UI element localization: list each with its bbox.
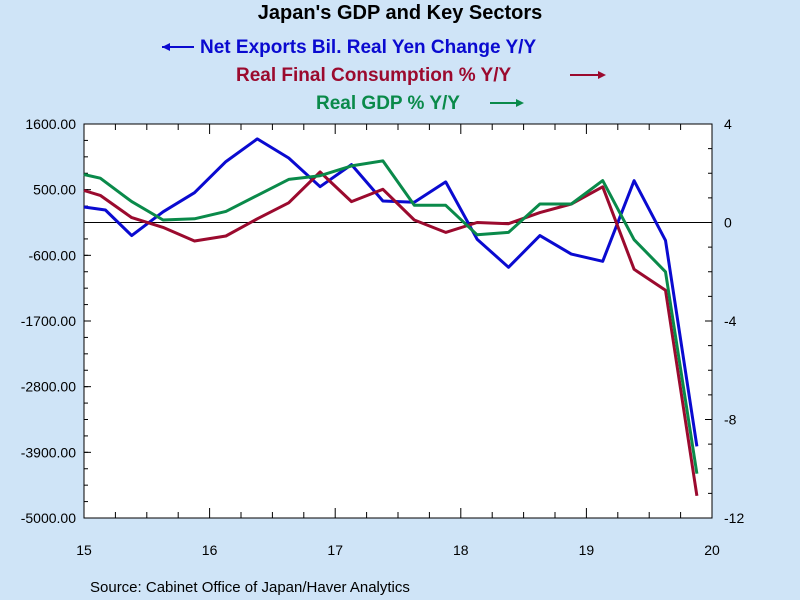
right-tick-label: 4 xyxy=(724,116,732,132)
legend-net-exports: Net Exports Bil. Real Yen Change Y/Y xyxy=(162,37,536,58)
series-line-consumption xyxy=(83,170,699,497)
right-tick-label: -8 xyxy=(724,412,737,428)
series-line-gdp xyxy=(83,159,699,474)
left-tick-label: -3900.00 xyxy=(21,444,76,460)
legend-arrowhead-icon xyxy=(598,71,606,79)
x-axis: 15 16 17 18 19 20 xyxy=(76,124,720,558)
source-note: Source: Cabinet Office of Japan/Haver An… xyxy=(90,579,410,596)
left-tick-label: 500.00 xyxy=(33,182,76,198)
left-tick-label: -1700.00 xyxy=(21,313,76,329)
legend-gdp: Real GDP % Y/Y xyxy=(316,93,524,114)
x-tick-label: 18 xyxy=(453,542,469,558)
right-tick-label: -4 xyxy=(724,313,737,329)
x-tick-label: 17 xyxy=(327,542,343,558)
chart-title: Japan's GDP and Key Sectors xyxy=(258,2,543,24)
legend-arrowhead-icon xyxy=(162,43,170,51)
left-axis: 1600.00 500.00 -600.00 -1700.00 -2800.00 -390… xyxy=(21,116,91,526)
right-tick-label: 0 xyxy=(724,215,732,231)
left-tick-label: -2800.00 xyxy=(21,379,76,395)
x-tick-label: 19 xyxy=(579,542,595,558)
series-lines xyxy=(83,137,699,497)
left-tick-label: 1600.00 xyxy=(25,116,76,132)
x-tick-label: 20 xyxy=(704,542,720,558)
legend-consumption: Real Final Consumption % Y/Y xyxy=(236,65,606,86)
legend-label-net-exports: Net Exports Bil. Real Yen Change Y/Y xyxy=(200,37,536,58)
series-line-net-exports xyxy=(83,137,699,447)
legend-label-gdp: Real GDP % Y/Y xyxy=(316,93,460,114)
left-tick-label: -5000.00 xyxy=(21,510,76,526)
legend-arrowhead-icon xyxy=(516,99,524,107)
legend-label-consumption: Real Final Consumption % Y/Y xyxy=(236,65,512,86)
right-tick-label: -12 xyxy=(724,510,744,526)
left-tick-label: -600.00 xyxy=(29,247,77,263)
right-axis: 4 0 -4 -8 -12 xyxy=(705,116,744,526)
x-tick-label: 15 xyxy=(76,542,92,558)
x-tick-label: 16 xyxy=(202,542,218,558)
